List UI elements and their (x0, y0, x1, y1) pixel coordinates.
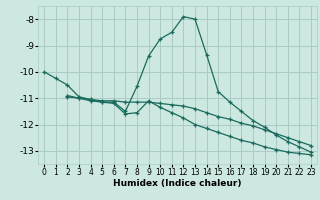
X-axis label: Humidex (Indice chaleur): Humidex (Indice chaleur) (113, 179, 242, 188)
